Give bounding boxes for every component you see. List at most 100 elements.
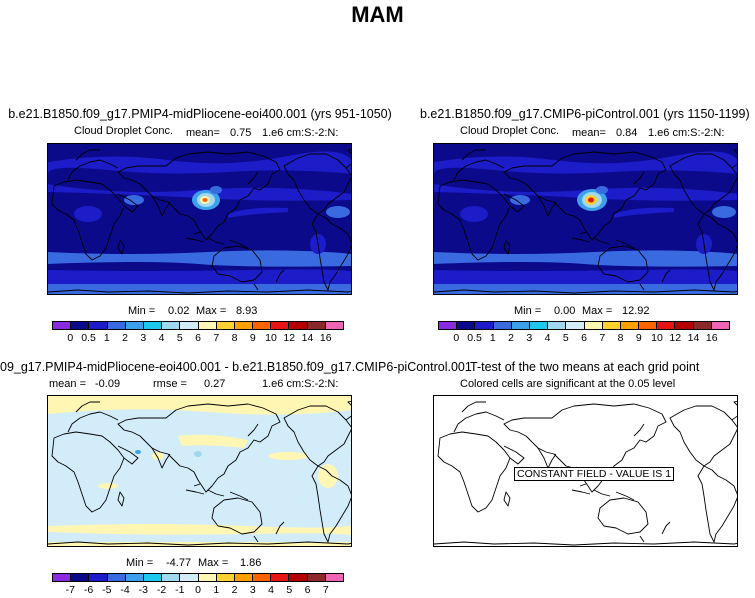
colorbar-tick-label: 4 — [268, 584, 274, 596]
colorbar-swatch — [53, 322, 72, 329]
colorbar-swatch — [198, 574, 217, 581]
panel3-units: 1.e6 cm:S:-2:N: — [262, 378, 339, 390]
colorbar-tick-label: 7 — [213, 332, 220, 344]
colorbar-tick-label: 12 — [669, 332, 682, 344]
colorbar-tick-label: 3 — [249, 584, 256, 596]
colorbar-tick-label: 8 — [231, 332, 238, 344]
colorbar-tick-label: -2 — [156, 584, 167, 596]
colorbar-swatch — [180, 574, 199, 581]
colorbar-swatch — [657, 322, 676, 329]
colorbar-swatch — [89, 574, 108, 581]
colorbar-tick-label: 4 — [544, 332, 551, 344]
colorbar-tick-label: 10 — [265, 332, 277, 344]
colorbar-swatch — [53, 574, 72, 581]
colorbar-swatch — [566, 322, 585, 329]
colorbar-swatch — [475, 322, 494, 329]
panel1-colorbar — [52, 321, 344, 330]
colorbar-swatch — [234, 574, 254, 581]
colorbar-swatch — [216, 322, 235, 329]
colorbar-tick-label: 3 — [140, 332, 147, 344]
colorbar-swatch — [457, 322, 476, 329]
panel2-mean: 0.84 — [616, 127, 638, 139]
panel1-variable: Cloud Droplet Conc. — [74, 125, 174, 137]
colorbar-tick-label: -3 — [138, 584, 148, 596]
panel2-mean-label: mean= — [572, 127, 606, 139]
panel4-subtitle: Colored cells are significant at the 0.0… — [460, 378, 676, 390]
panel3-rmse: 0.27 — [204, 378, 226, 390]
colorbar-tick-label: 3 — [526, 332, 533, 344]
panel1-max-label: Max = — [196, 305, 227, 317]
colorbar-swatch — [493, 322, 512, 329]
colorbar-tick-label: -5 — [102, 584, 112, 596]
panel4-title: T-test of the two means at each grid poi… — [470, 360, 700, 374]
panel4-map: CONSTANT FIELD - VALUE IS 1 — [433, 395, 738, 547]
panel1-mean-label: mean= — [186, 127, 220, 139]
colorbar-swatch — [529, 322, 549, 329]
colorbar-tick-label: 9 — [635, 332, 642, 344]
colorbar-swatch — [216, 574, 235, 581]
panel3-max-label: Max = — [198, 557, 229, 569]
colorbar-swatch — [289, 574, 308, 581]
colorbar-swatch — [143, 322, 163, 329]
panel1-title: b.e21.B1850.f09_g17.PMIP4-midPliocene-eo… — [8, 107, 392, 121]
colorbar-swatch — [107, 322, 126, 329]
colorbar-tick-label: 0 — [195, 584, 201, 596]
colorbar-tick-label: 5 — [176, 332, 183, 344]
panel3-colorbar — [52, 573, 344, 582]
colorbar-swatch — [253, 322, 272, 329]
colorbar-swatch — [125, 574, 144, 581]
colorbar-swatch — [693, 322, 712, 329]
colorbar-tick-label: -6 — [83, 584, 94, 596]
constant-field-label: CONSTANT FIELD - VALUE IS 1 — [514, 467, 675, 481]
panel1-min-label: Min = — [128, 305, 156, 317]
colorbar-swatch — [602, 322, 621, 329]
colorbar-tick-label: 5 — [562, 332, 569, 344]
panel2-units: 1.e6 cm:S:-2:N: — [648, 127, 725, 139]
colorbar-swatch — [253, 574, 272, 581]
panel2-max-label: Max = — [582, 305, 613, 317]
colorbar-swatch — [180, 322, 199, 329]
colorbar-swatch — [307, 574, 326, 581]
panel2-max: 12.92 — [622, 305, 650, 317]
panel3-colorbar-ticks: -7 -6 -5 -4 -3 -2 -1 0 1 2 3 4 5 6 7 — [52, 584, 344, 598]
colorbar-swatch — [439, 322, 458, 329]
colorbar-swatch — [107, 574, 126, 581]
panel3-rmse-label: rmse = — [153, 378, 187, 390]
panel2-colorbar-ticks: 0 0.5 1 2 3 4 5 6 7 8 9 10 12 14 16 — [438, 332, 730, 346]
panel1-mean: 0.75 — [230, 127, 252, 139]
colorbar-tick-label: 14 — [301, 332, 314, 344]
panel1-min: 0.02 — [168, 305, 190, 317]
colorbar-swatch — [71, 322, 90, 329]
colorbar-swatch — [548, 322, 567, 329]
panel1-colorbar-ticks: 0 0.5 1 2 3 4 5 6 7 8 9 10 12 14 16 — [52, 332, 344, 346]
figure-title: MAM — [351, 2, 404, 27]
panel3-map — [47, 395, 352, 547]
colorbar-tick-label: 0.5 — [467, 332, 482, 344]
colorbar-tick-label: 10 — [651, 332, 663, 344]
colorbar-tick-label: -4 — [120, 584, 130, 596]
panel3-mean: -0.09 — [95, 378, 121, 390]
panel3-max: 1.86 — [240, 557, 262, 569]
colorbar-swatch — [271, 322, 290, 329]
panel2-min-label: Min = — [514, 305, 542, 317]
colorbar-tick-label: 2 — [508, 332, 514, 344]
panel3-title: 09_g17.PMIP4-midPliocene-eoi400.001 - b.… — [0, 360, 472, 374]
colorbar-swatch — [307, 322, 326, 329]
colorbar-swatch — [325, 574, 343, 581]
colorbar-tick-label: 0 — [67, 332, 74, 344]
panel2-map — [433, 143, 738, 295]
colorbar-tick-label: -7 — [65, 584, 75, 596]
colorbar-tick-label: 8 — [617, 332, 624, 344]
panel3-mean-label: mean = — [49, 378, 86, 390]
colorbar-swatch — [143, 574, 163, 581]
colorbar-tick-label: 1 — [489, 332, 496, 344]
colorbar-tick-label: 16 — [705, 332, 718, 344]
colorbar-swatch — [125, 322, 144, 329]
colorbar-swatch — [511, 322, 530, 329]
colorbar-swatch — [584, 322, 603, 329]
colorbar-swatch — [289, 322, 308, 329]
colorbar-tick-label: 5 — [286, 584, 293, 596]
panel2-title: b.e21.B1850.f09_g17.CMIP6-piControl.001 … — [420, 107, 750, 121]
colorbar-swatch — [162, 322, 181, 329]
colorbar-tick-label: 6 — [581, 332, 587, 344]
